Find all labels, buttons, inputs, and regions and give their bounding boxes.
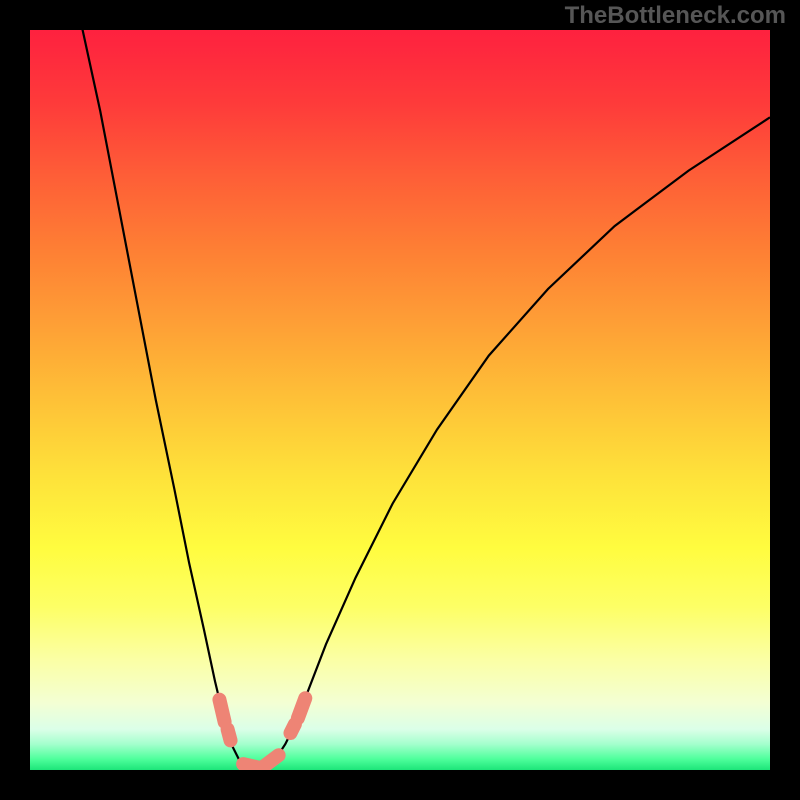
marker-pill [290, 724, 294, 733]
plot-svg [30, 30, 770, 770]
marker-pill [228, 729, 231, 740]
marker-pill [264, 755, 279, 766]
watermark-text: TheBottleneck.com [565, 2, 786, 30]
marker-pill [298, 698, 305, 718]
gradient-background [30, 30, 770, 770]
marker-pill [219, 700, 224, 722]
